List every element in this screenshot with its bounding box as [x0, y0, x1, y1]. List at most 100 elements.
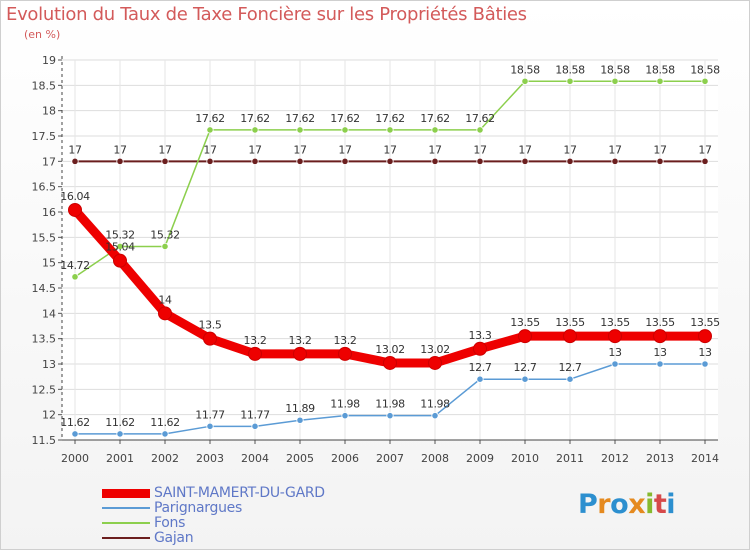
data-point	[206, 422, 214, 430]
data-point	[656, 360, 664, 368]
y-tick-label: 14.5	[32, 282, 57, 295]
data-point	[701, 360, 709, 368]
data-point	[656, 77, 664, 85]
data-point	[566, 77, 574, 85]
x-tick-label: 2013	[646, 452, 674, 465]
data-label: 15.04	[105, 241, 135, 254]
y-tick-label: 16	[42, 206, 56, 219]
x-tick-label: 2000	[61, 452, 89, 465]
y-tick-label: 12.5	[32, 383, 57, 396]
data-label: 18.58	[645, 63, 675, 76]
x-tick-label: 2005	[286, 452, 314, 465]
data-label: 17	[563, 143, 577, 156]
data-point	[338, 346, 352, 361]
data-point	[386, 126, 394, 134]
data-label: 13.55	[555, 316, 585, 329]
legend-swatch-parignargues	[102, 507, 150, 509]
data-label: 11.62	[150, 416, 180, 429]
y-tick-label: 17.5	[32, 130, 57, 143]
data-point	[161, 242, 169, 251]
data-point	[521, 157, 529, 165]
data-label: 18.58	[600, 63, 630, 76]
data-label: 17	[608, 143, 622, 156]
data-label: 17	[653, 143, 667, 156]
data-point	[386, 157, 394, 165]
x-tick-label: 2011	[556, 452, 584, 465]
data-label: 11.98	[375, 398, 405, 411]
data-label: 17	[293, 143, 307, 156]
data-point	[521, 375, 529, 383]
chart-unit-label: (en %)	[24, 28, 61, 41]
data-point	[251, 157, 259, 165]
y-tick-label: 17	[42, 155, 56, 168]
data-label: 13.55	[510, 316, 540, 329]
data-label: 13.3	[469, 329, 492, 342]
data-label: 13	[608, 346, 622, 359]
chart-title: Evolution du Taux de Taxe Foncière sur l…	[6, 4, 527, 25]
y-tick-label: 14	[42, 307, 56, 320]
data-label: 17.62	[240, 112, 270, 125]
legend-label: SAINT-MAMERT-DU-GARD	[154, 485, 325, 501]
data-point	[161, 430, 169, 438]
data-label: 13	[698, 346, 712, 359]
y-tick-label: 13	[42, 358, 56, 371]
data-point	[566, 375, 574, 383]
data-point	[296, 157, 304, 165]
x-tick-label: 2004	[241, 452, 269, 465]
data-label: 17	[248, 143, 262, 156]
data-label: 15.32	[105, 228, 135, 241]
legend-label: Gajan	[154, 530, 194, 546]
data-point	[293, 346, 307, 361]
data-label: 17	[158, 143, 172, 156]
data-point	[206, 126, 214, 134]
data-label: 17	[518, 143, 532, 156]
data-point	[476, 126, 484, 134]
data-label: 17.62	[330, 112, 360, 125]
data-label: 14.72	[60, 259, 90, 272]
proxiti-logo: Proxiti	[578, 489, 676, 520]
y-tick-label: 13.5	[32, 333, 57, 346]
data-label: 16.04	[60, 190, 90, 203]
data-point	[116, 242, 124, 251]
data-label: 13.02	[375, 343, 405, 356]
data-point	[71, 273, 79, 281]
data-point	[698, 329, 712, 344]
y-tick-label: 16.5	[32, 181, 57, 194]
data-label: 13.55	[690, 316, 720, 329]
data-label: 17	[698, 143, 712, 156]
data-label: 17.62	[285, 112, 315, 125]
data-label: 12.7	[514, 361, 537, 374]
data-label: 17	[473, 143, 487, 156]
x-tick-label: 2002	[151, 452, 179, 465]
data-point	[161, 157, 169, 165]
legend-swatch-saint-mamert	[102, 489, 150, 498]
x-tick-label: 2003	[196, 452, 224, 465]
data-label: 13.2	[244, 334, 267, 347]
data-label: 17.62	[420, 112, 450, 125]
x-tick-label: 2009	[466, 452, 494, 465]
data-point	[428, 355, 442, 370]
x-tick-label: 2007	[376, 452, 404, 465]
y-tick-label: 18.5	[32, 79, 57, 92]
data-point	[158, 306, 172, 321]
data-point	[248, 346, 262, 361]
data-point	[431, 126, 439, 134]
data-point	[68, 202, 82, 217]
data-label: 17.62	[375, 112, 405, 125]
data-point	[203, 331, 217, 346]
data-point	[116, 430, 124, 438]
data-point	[518, 329, 532, 344]
data-point	[206, 157, 214, 165]
legend-label: Parignargues	[154, 500, 242, 516]
data-label: 11.98	[330, 398, 360, 411]
data-label: 15.32	[150, 228, 180, 241]
y-tick-label: 19	[42, 54, 56, 67]
data-point	[611, 157, 619, 165]
data-label: 11.98	[420, 398, 450, 411]
data-label: 13.02	[420, 343, 450, 356]
y-tick-label: 15.5	[32, 231, 57, 244]
data-point	[476, 375, 484, 383]
legend-swatch-gajan	[102, 537, 150, 539]
data-point	[608, 329, 622, 344]
data-label: 11.62	[105, 416, 135, 429]
